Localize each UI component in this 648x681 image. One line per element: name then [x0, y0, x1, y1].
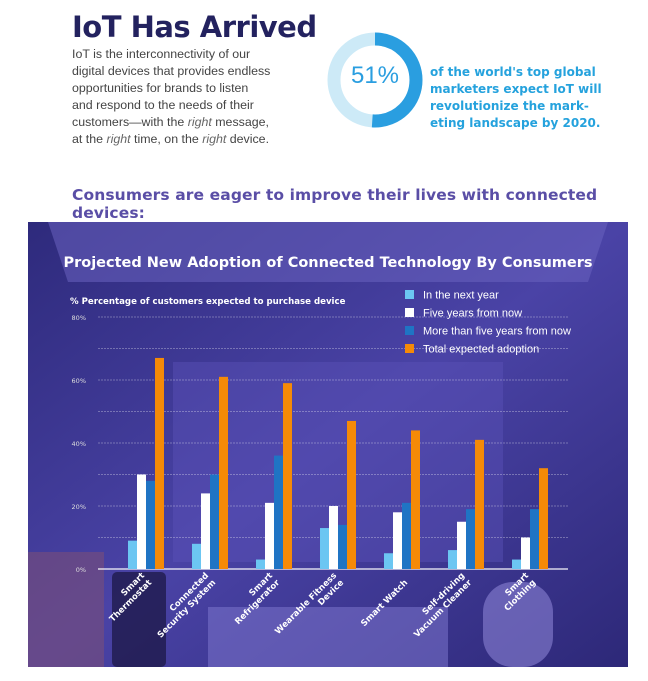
- bar-in-the-next-year: [320, 528, 329, 569]
- intro-text: and respond to the needs of their: [72, 98, 254, 112]
- intro-text: customers—with the: [72, 115, 188, 129]
- donut-fill: [327, 32, 423, 128]
- intro-line: IoT is the interconnectivity of our: [72, 46, 270, 63]
- bar-in-the-next-year: [192, 543, 201, 569]
- y-tick-label: 80%: [72, 314, 86, 322]
- emphasis-text: right: [187, 115, 212, 129]
- intro-text: opportunities for brands to listen: [72, 81, 249, 95]
- y-tick-label: 0%: [76, 566, 86, 574]
- bar-more-than-five-years-from-now: [338, 524, 347, 569]
- legend-swatch: [405, 344, 414, 353]
- bar-five-years-from-now: [201, 493, 210, 569]
- intro-text: at the: [72, 132, 107, 146]
- legend-label: Five years from now: [423, 308, 522, 320]
- intro-text: time, on the: [130, 132, 203, 146]
- bar-total-expected-adoption: [155, 357, 164, 569]
- bar-five-years-from-now: [329, 506, 338, 569]
- bar-five-years-from-now: [137, 474, 146, 569]
- intro-text: device.: [226, 132, 270, 146]
- bar-total-expected-adoption: [347, 420, 356, 569]
- bar-five-years-from-now: [521, 537, 530, 569]
- y-axis-label: % Percentage of customers expected to pu…: [70, 297, 346, 307]
- intro-text: digital devices that provides endless: [72, 64, 271, 78]
- legend-swatch: [405, 308, 414, 317]
- bar-five-years-from-now: [393, 512, 402, 569]
- bar-five-years-from-now: [265, 502, 274, 569]
- bar-more-than-five-years-from-now: [530, 509, 539, 569]
- background-mouse: [483, 582, 553, 667]
- background-notebook: [28, 552, 104, 667]
- background-keyboard: [208, 607, 448, 667]
- intro-paragraph: IoT is the interconnectivity of our digit…: [72, 46, 270, 148]
- bar-total-expected-adoption: [283, 383, 292, 569]
- y-tick-label: 20%: [72, 503, 86, 511]
- emphasis-text: right: [106, 132, 131, 146]
- bar-in-the-next-year: [256, 559, 265, 569]
- intro-line: at the right time, on the right device.: [72, 131, 270, 148]
- stat-description: of the world's top global marketers expec…: [430, 64, 602, 132]
- legend-swatch: [405, 326, 414, 335]
- bar-total-expected-adoption: [411, 430, 420, 569]
- bar-in-the-next-year: [448, 550, 457, 569]
- bar-in-the-next-year: [128, 540, 137, 569]
- bar-more-than-five-years-from-now: [146, 480, 155, 569]
- intro-line: opportunities for brands to listen: [72, 80, 270, 97]
- chart-title: Projected New Adoption of Connected Tech…: [63, 255, 592, 271]
- stat-donut: [327, 32, 423, 128]
- legend-label: In the next year: [423, 290, 499, 302]
- bar-total-expected-adoption: [219, 376, 228, 569]
- bar-more-than-five-years-from-now: [210, 474, 219, 569]
- bar-more-than-five-years-from-now: [466, 509, 475, 569]
- section-subtitle: Consumers are eager to improve their liv…: [72, 186, 598, 222]
- y-tick-label: 60%: [72, 377, 86, 385]
- bar-in-the-next-year: [512, 559, 521, 569]
- intro-line: customers—with the right message,: [72, 114, 270, 131]
- title-band: [48, 222, 608, 282]
- legend-swatch: [405, 290, 414, 299]
- stat-value: 51%: [350, 62, 400, 89]
- bar-more-than-five-years-from-now: [402, 502, 411, 569]
- stat-line: eting landscape by 2020.: [430, 116, 601, 130]
- bar-total-expected-adoption: [475, 439, 484, 569]
- bar-total-expected-adoption: [539, 468, 548, 569]
- y-tick-label: 40%: [72, 440, 86, 448]
- legend-label: More than five years from now: [423, 326, 571, 338]
- bar-more-than-five-years-from-now: [274, 455, 283, 569]
- background-phone: [112, 572, 166, 667]
- emphasis-text: right: [202, 132, 227, 146]
- adoption-chart: Projected New Adoption of Connected Tech…: [28, 222, 628, 667]
- legend-label: Total expected adoption: [423, 344, 539, 356]
- stat-line: of the world's top global: [430, 65, 596, 79]
- bar-in-the-next-year: [384, 553, 393, 569]
- stat-line: marketers expect IoT will: [430, 82, 602, 96]
- bar-five-years-from-now: [457, 521, 466, 569]
- intro-text: message,: [211, 115, 269, 129]
- intro-text: IoT is the interconnectivity of our: [72, 47, 251, 61]
- intro-line: and respond to the needs of their: [72, 97, 270, 114]
- stat-line: revolutionize the mark-: [430, 99, 589, 113]
- intro-line: digital devices that provides endless: [72, 63, 270, 80]
- page-title: IoT Has Arrived: [72, 10, 317, 44]
